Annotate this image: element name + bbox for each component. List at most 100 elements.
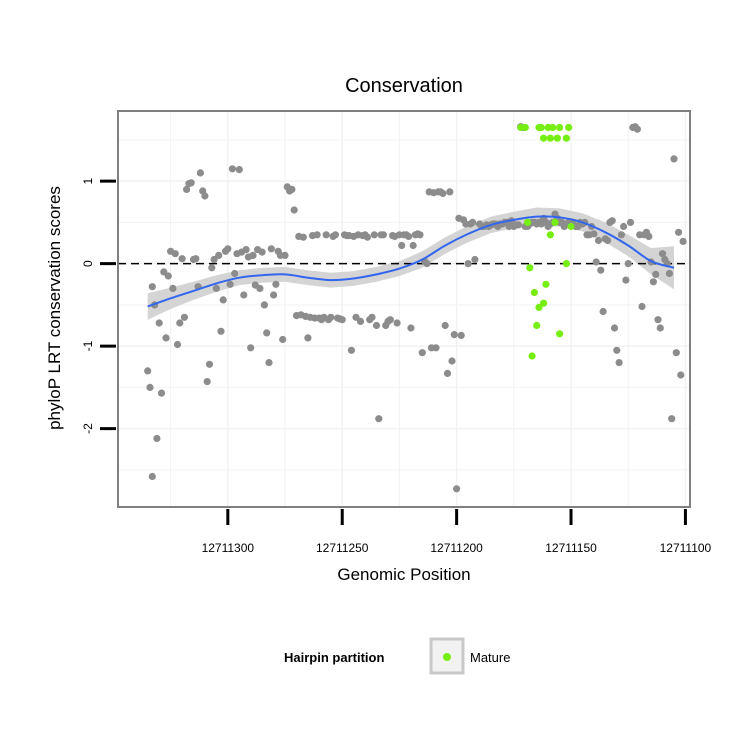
data-point-other — [443, 369, 452, 377]
data-point-mature — [533, 321, 541, 330]
data-point-other — [180, 313, 188, 321]
data-point-other — [219, 296, 227, 304]
data-point-mature — [567, 222, 575, 231]
data-point-mature — [562, 134, 571, 142]
data-point-other — [242, 246, 250, 254]
y-axis-ticks: -2 -1 0 1 — [81, 177, 116, 434]
data-point-other — [249, 251, 257, 259]
data-point-other — [368, 313, 376, 321]
data-point-other — [153, 434, 161, 443]
data-point-other — [677, 371, 685, 379]
data-point-other — [228, 165, 236, 173]
legend: Hairpin partition Mature — [284, 637, 510, 675]
data-point-other — [304, 334, 312, 342]
data-point-other — [599, 307, 607, 316]
data-point-other — [196, 169, 204, 177]
data-point-other — [171, 250, 179, 258]
data-point-other — [331, 231, 339, 239]
legend-label-mature: Mature — [470, 650, 510, 665]
data-point-other — [347, 346, 355, 354]
data-point-other — [192, 255, 200, 263]
data-point-other — [649, 278, 658, 286]
data-point-other — [626, 218, 635, 226]
data-point-other — [679, 237, 687, 245]
chart-title: Conservation — [345, 75, 463, 97]
data-point-other — [590, 230, 598, 238]
data-point-other — [267, 245, 275, 253]
x-axis-ticks: 12711300 12711250 12711200 12711150 12711100 — [202, 509, 712, 555]
data-point-other — [258, 248, 266, 256]
data-point-mature — [526, 264, 534, 272]
data-point-mature — [542, 280, 550, 288]
data-point-other — [624, 260, 632, 268]
data-point-other — [615, 359, 623, 367]
smooth-trend-line — [147, 215, 675, 308]
data-point-mature — [528, 352, 536, 360]
data-point-other — [416, 231, 424, 239]
data-point-other — [173, 340, 182, 349]
data-point-other — [658, 250, 667, 258]
data-point-other — [157, 389, 166, 397]
data-point-other — [215, 251, 223, 259]
data-point-other — [270, 291, 278, 299]
data-point-other — [210, 255, 218, 264]
data-point-other — [665, 269, 674, 278]
data-point-other — [608, 217, 616, 225]
data-point-other — [203, 378, 211, 386]
data-point-other — [162, 334, 170, 342]
data-point-other — [144, 367, 152, 375]
data-point-mature — [530, 288, 539, 297]
data-point-other — [265, 359, 273, 367]
data-point-other — [327, 313, 335, 321]
x-axis-label: Genomic Position — [337, 565, 470, 584]
data-point-mature — [556, 330, 564, 338]
data-point-mature — [537, 123, 545, 132]
y-tick-label: -1 — [81, 340, 95, 351]
points-other-series — [144, 123, 687, 493]
data-point-other — [178, 255, 186, 263]
data-point-other — [356, 317, 365, 325]
panel-background — [118, 111, 690, 507]
data-point-other — [208, 264, 216, 272]
data-point-mature — [565, 123, 573, 132]
data-point-other — [288, 185, 296, 193]
data-point-other — [594, 236, 603, 245]
data-point-other — [290, 206, 298, 214]
x-tick-label: 12711200 — [430, 541, 483, 555]
data-point-other — [457, 331, 465, 339]
data-point-mature — [553, 134, 561, 142]
data-point-mature — [535, 303, 543, 311]
plot-panel — [118, 111, 690, 507]
data-point-other — [652, 270, 660, 278]
data-point-other — [597, 266, 605, 274]
data-point-other — [386, 316, 394, 324]
data-point-other — [338, 316, 346, 324]
legend-mature-swatch — [443, 653, 451, 661]
data-point-other — [514, 221, 523, 229]
data-point-other — [231, 269, 239, 278]
data-point-other — [453, 485, 461, 493]
data-point-other — [224, 245, 232, 253]
data-point-other — [313, 231, 321, 239]
data-point-other — [448, 357, 456, 365]
data-point-mature — [562, 260, 571, 268]
data-point-other — [370, 231, 378, 239]
data-point-other — [272, 280, 280, 288]
data-point-other — [439, 189, 447, 198]
data-point-other — [148, 283, 156, 291]
data-point-mature — [540, 134, 548, 142]
data-point-other — [668, 415, 676, 423]
data-point-other — [263, 329, 271, 337]
data-point-other — [148, 472, 156, 481]
data-point-other — [393, 319, 401, 327]
data-point-other — [247, 344, 255, 352]
smooth-line — [147, 215, 675, 308]
data-point-other — [379, 231, 387, 239]
data-point-other — [441, 321, 449, 330]
data-point-other — [464, 260, 472, 268]
data-point-other — [212, 284, 220, 292]
points-mature-series — [517, 123, 575, 360]
data-point-other — [633, 125, 642, 133]
data-point-other — [622, 276, 630, 284]
